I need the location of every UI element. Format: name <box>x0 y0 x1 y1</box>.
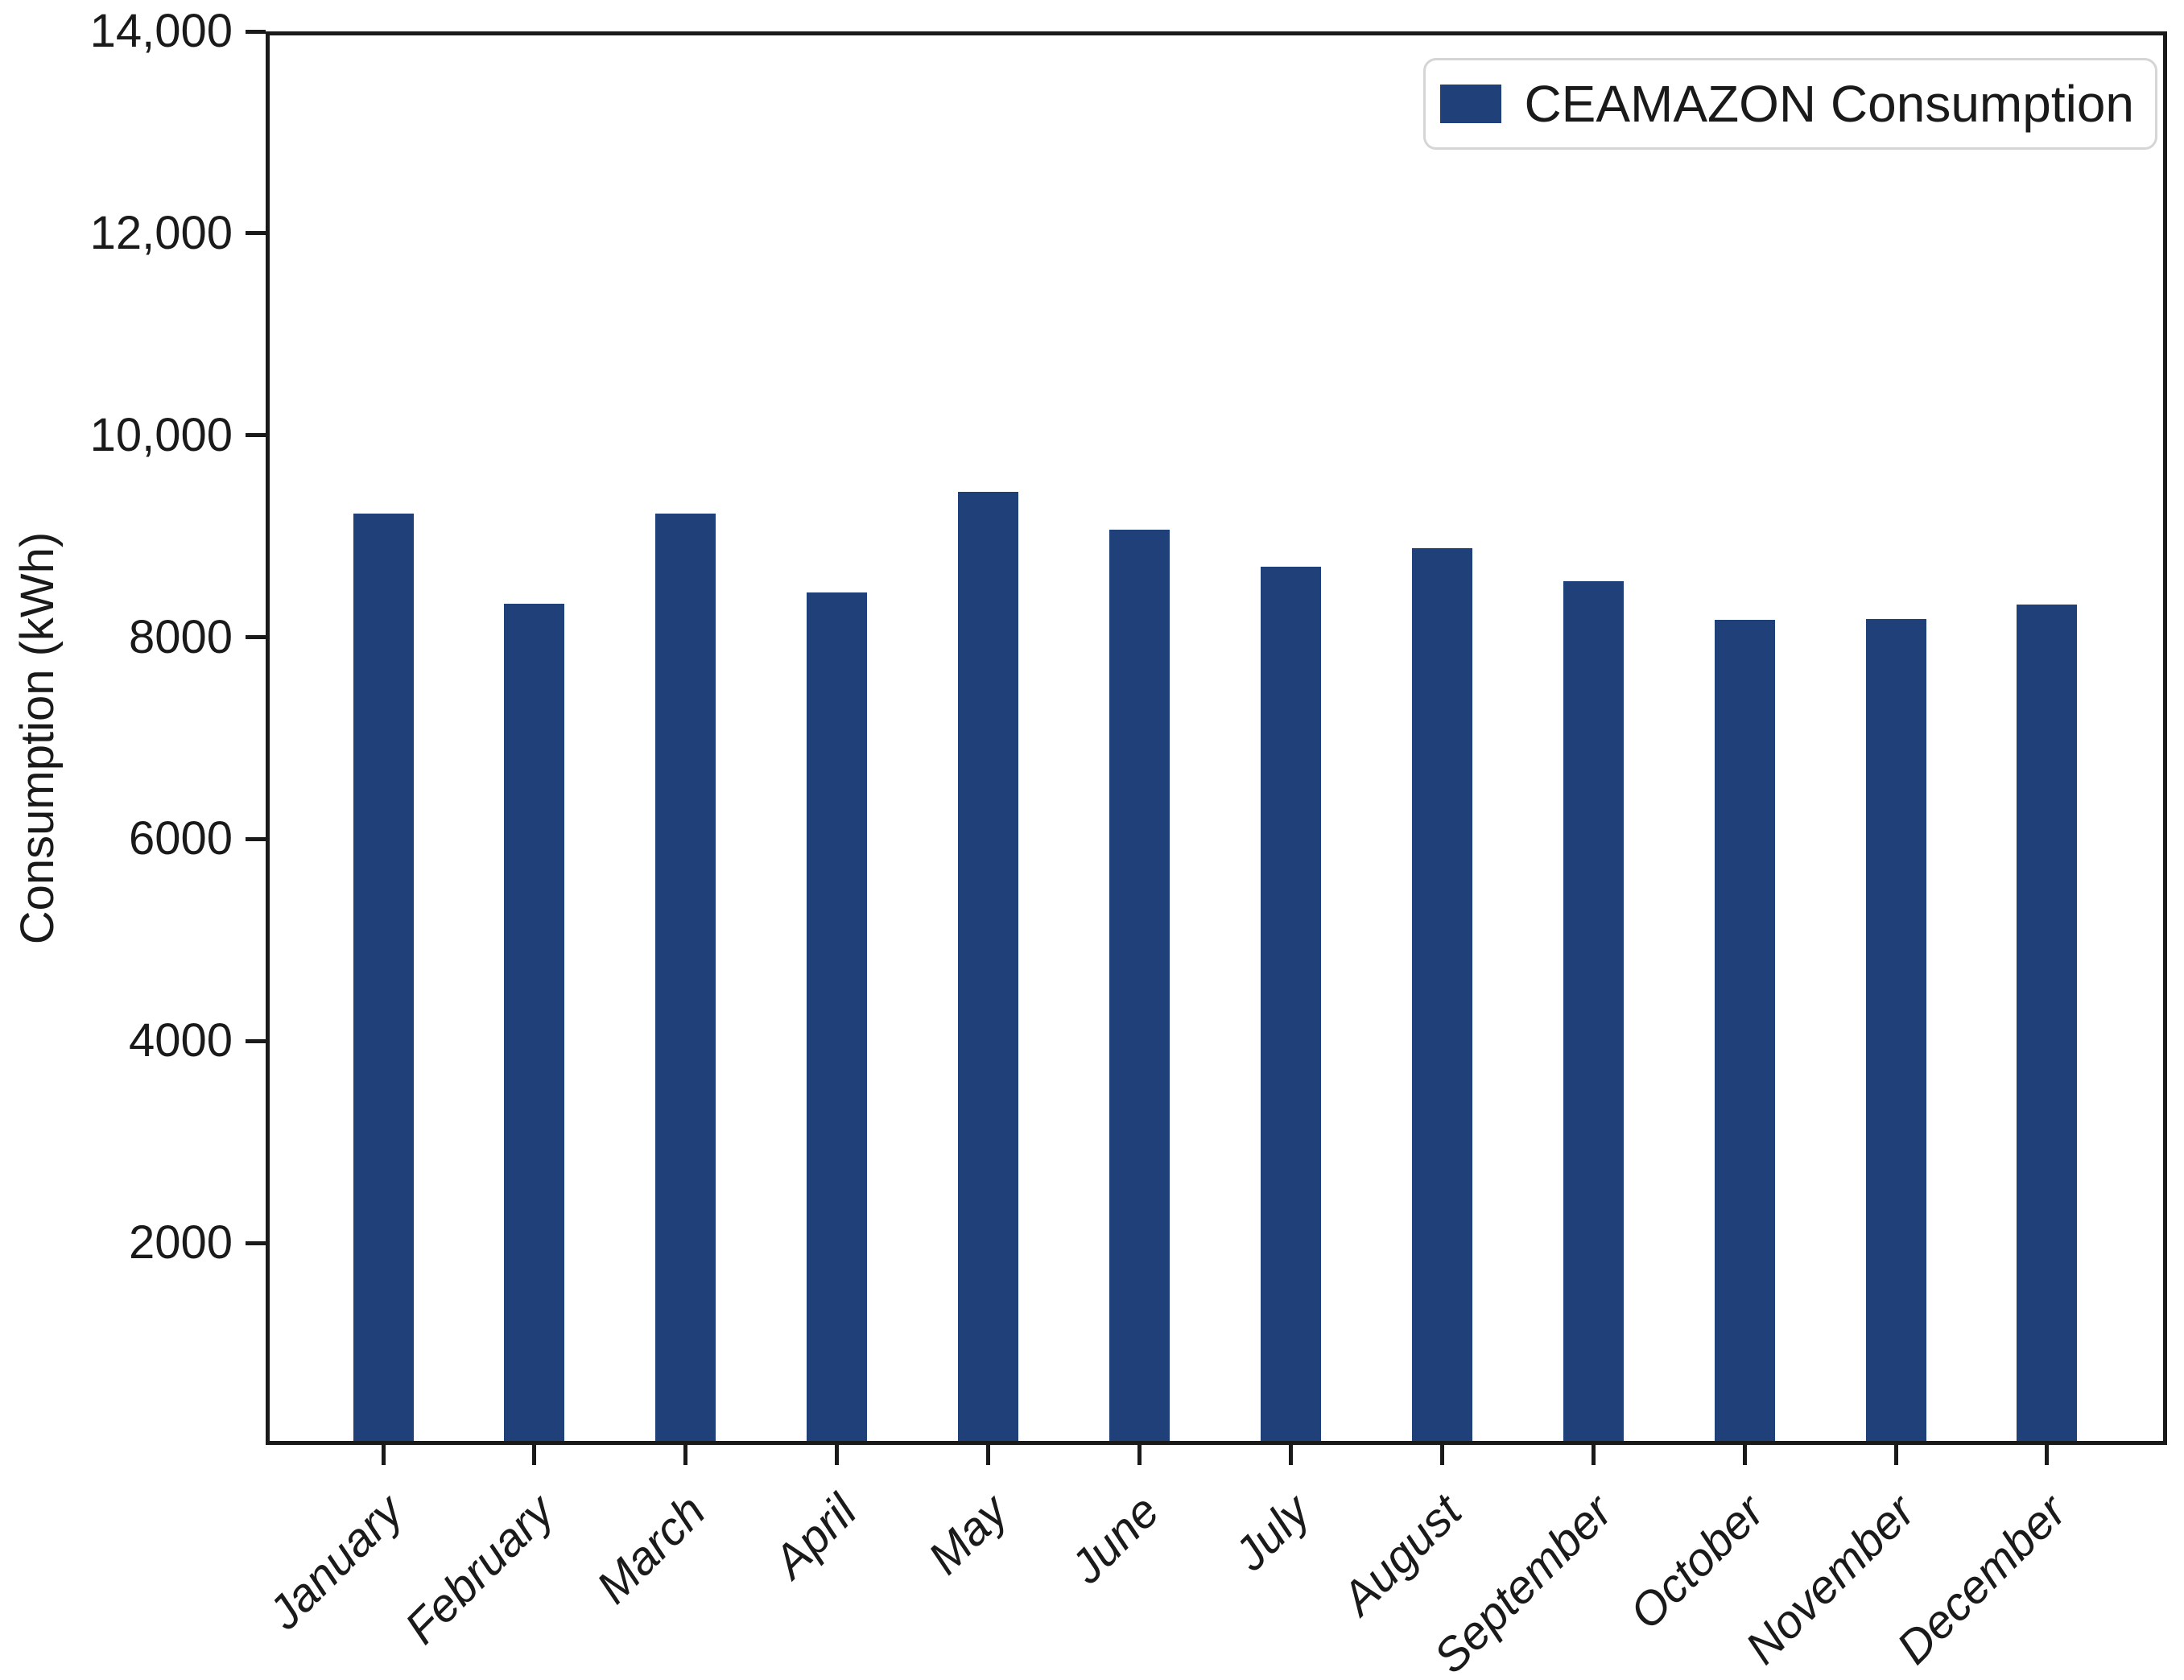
bar-december <box>2017 605 2078 1441</box>
x-tick-label-may: May <box>918 1484 1018 1585</box>
x-tick-mark-february <box>532 1445 537 1465</box>
y-tick-label-4000: 4000 <box>128 1014 233 1067</box>
plot-area <box>266 31 2167 1445</box>
bar-october <box>1714 619 1775 1441</box>
bar-april <box>807 592 868 1441</box>
x-tick-mark-november <box>1893 1445 1898 1465</box>
x-tick-mark-september <box>1591 1445 1596 1465</box>
bar-september <box>1563 581 1624 1441</box>
legend-label: CEAMAZON Consumption <box>1524 75 2134 133</box>
y-tick-label-10000: 10,000 <box>89 408 233 461</box>
x-tick-mark-july <box>1288 1445 1293 1465</box>
legend: CEAMAZON Consumption <box>1423 58 2157 150</box>
x-tick-label-october: October <box>1619 1484 1774 1640</box>
x-tick-mark-october <box>1742 1445 1747 1465</box>
x-tick-label-august: August <box>1331 1484 1472 1625</box>
bar-november <box>1865 618 1926 1441</box>
x-tick-label-july: July <box>1224 1484 1320 1581</box>
bar-july <box>1260 566 1321 1441</box>
x-tick-mark-december <box>2045 1445 2050 1465</box>
x-tick-mark-august <box>1439 1445 1444 1465</box>
bar-january <box>353 513 414 1441</box>
legend-swatch <box>1440 85 1502 123</box>
bar-march <box>655 513 716 1441</box>
y-tick-mark-10000 <box>246 433 266 438</box>
x-tick-label-june: June <box>1060 1484 1170 1594</box>
x-tick-mark-march <box>683 1445 688 1465</box>
y-tick-label-2000: 2000 <box>128 1216 233 1269</box>
x-tick-mark-january <box>381 1445 386 1465</box>
x-tick-mark-may <box>986 1445 991 1465</box>
x-tick-mark-april <box>835 1445 840 1465</box>
y-tick-label-8000: 8000 <box>128 610 233 663</box>
y-tick-label-14000: 14,000 <box>89 5 233 57</box>
bar-may <box>958 492 1019 1441</box>
y-tick-mark-2000 <box>246 1240 266 1245</box>
x-tick-label-january: January <box>258 1484 413 1640</box>
y-tick-mark-6000 <box>246 836 266 841</box>
x-tick-label-february: February <box>394 1484 564 1654</box>
y-tick-label-6000: 6000 <box>128 812 233 865</box>
x-tick-label-march: March <box>586 1484 716 1614</box>
y-tick-mark-8000 <box>246 635 266 640</box>
bar-june <box>1109 529 1170 1441</box>
y-axis-title: Consumption (kWh) <box>11 531 64 945</box>
x-tick-label-april: April <box>763 1484 867 1588</box>
x-tick-mark-june <box>1137 1445 1142 1465</box>
bar-august <box>1411 548 1472 1441</box>
y-tick-mark-4000 <box>246 1038 266 1043</box>
y-tick-mark-14000 <box>246 29 266 34</box>
y-tick-mark-12000 <box>246 231 266 236</box>
y-tick-label-12000: 12,000 <box>89 206 233 259</box>
bars-layer <box>270 35 2163 1441</box>
bar-february <box>504 603 565 1441</box>
